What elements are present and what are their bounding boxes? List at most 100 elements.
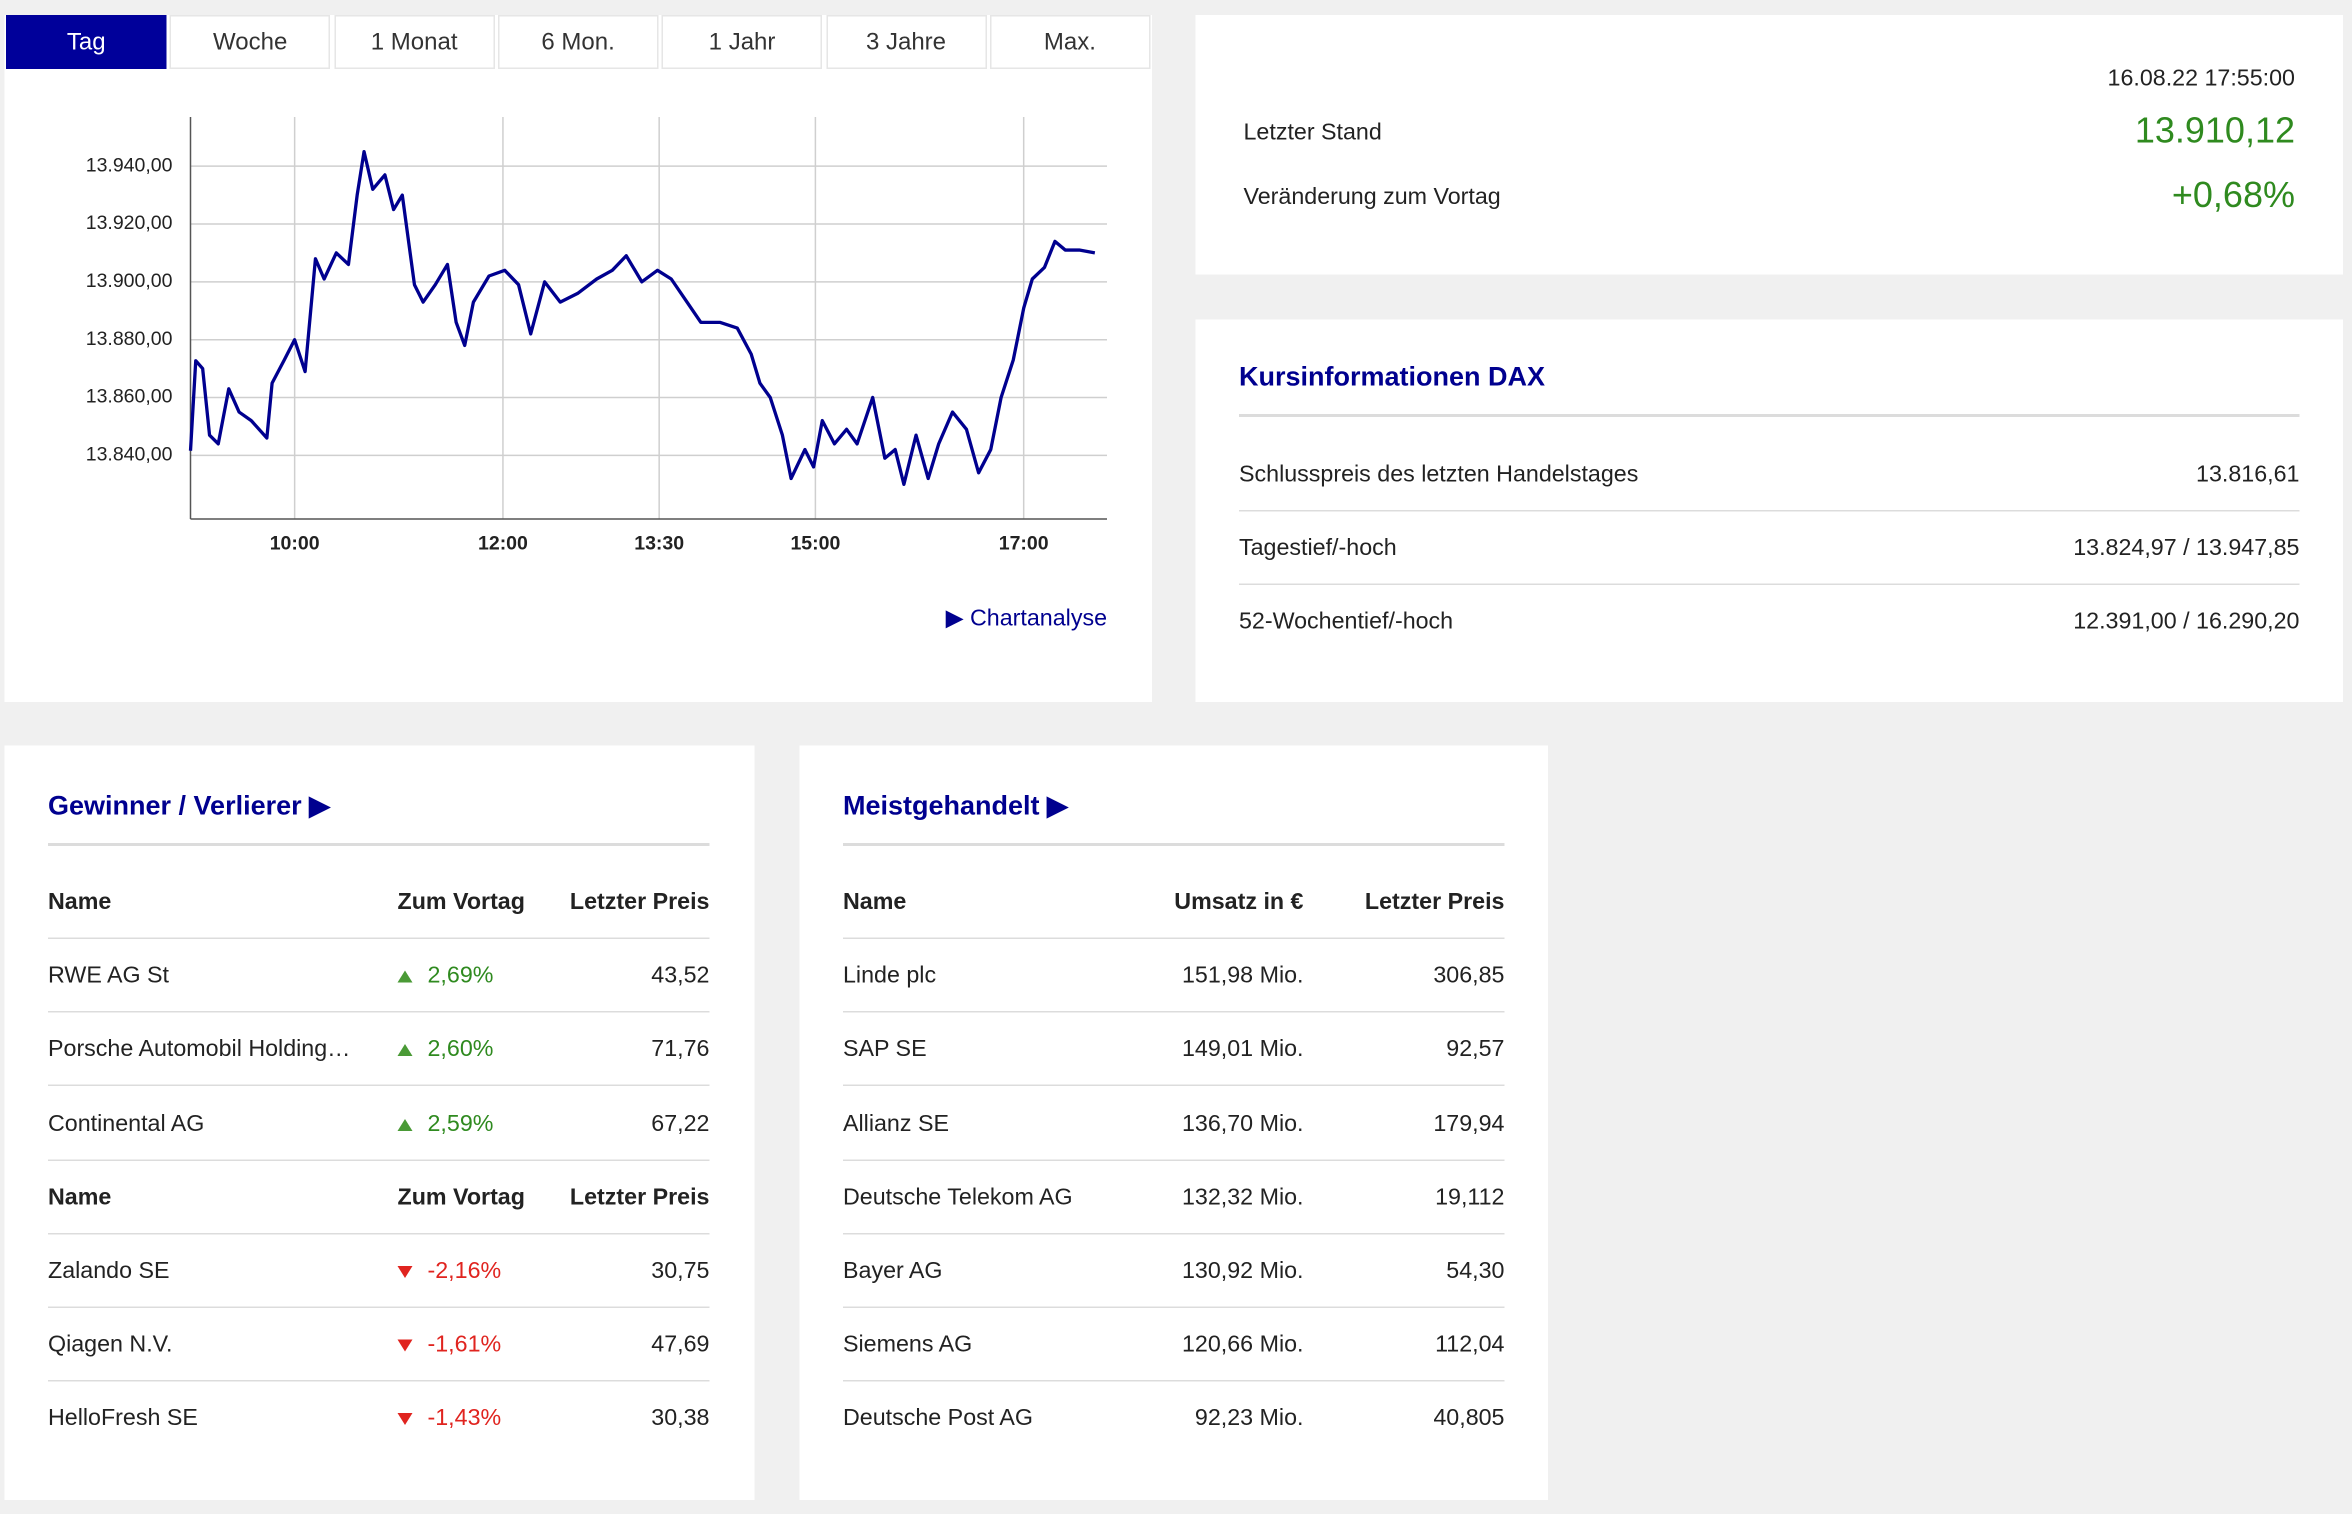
stock-name: Zalando SE [48, 1258, 170, 1285]
table-row: Linde plc 151,98 Mio. 306,85 [843, 939, 1505, 1013]
price: 71,76 [651, 1037, 710, 1063]
table-header: Name Zum Vortag Letzter Preis [48, 1161, 710, 1235]
change-value: 2,59% [427, 1110, 494, 1137]
chart-panel [4, 15, 1152, 702]
col-change: Zum Vortag [397, 889, 525, 916]
col-price: Letzter Preis [569, 889, 710, 916]
price: 30,38 [651, 1406, 710, 1432]
col-volume: Umsatz in € [1174, 889, 1304, 916]
y-tick-label: 13.920,00 [86, 212, 173, 234]
tab[interactable]: 6 Mon. [497, 15, 659, 69]
table-header: Name Umsatz in € Letzter Preis [843, 866, 1505, 939]
tab[interactable]: 1 Jahr [661, 15, 823, 69]
col-price: Letzter Preis [1364, 889, 1505, 916]
link-arrow: ▶ [945, 606, 971, 632]
direction-icon [397, 970, 413, 983]
table-row: Continental AG 2,59% 67,22 [48, 1087, 710, 1161]
x-tick-label: 12:00 [478, 533, 528, 555]
title-text[interactable]: Meistgehandelt [843, 790, 1040, 821]
direction-icon [397, 1118, 413, 1131]
col-name: Name [843, 889, 907, 916]
link-text[interactable]: Chartanalyse [970, 606, 1107, 632]
price: 179,94 [1433, 1110, 1505, 1137]
chart-link[interactable]: ▶ Chartanalyse [946, 605, 1107, 634]
stock-name: Linde plc [843, 963, 937, 989]
change-cell: 2,59% [397, 1087, 494, 1161]
section-title[interactable]: Meistgehandelt ▶ [843, 791, 1068, 823]
info-row: 52-Wochentief/-hoch 12.391,00 / 16.290,20 [1239, 585, 2300, 659]
price: 43,52 [651, 963, 710, 989]
stock-name: HelloFresh SE [48, 1406, 198, 1432]
volume: 151,98 Mio. [1182, 963, 1304, 989]
stock-name: Deutsche Post AG [843, 1406, 1033, 1432]
change-value: -2,16% [427, 1258, 502, 1285]
info-label: Tagestief/-hoch [1239, 535, 1397, 562]
price-line [188, 149, 1096, 486]
info-value: 13.816,61 [2196, 462, 2300, 488]
stock-name: Qiagen N.V. [48, 1332, 173, 1358]
volume: 149,01 Mio. [1182, 1037, 1304, 1063]
title-text[interactable]: Gewinner / Verlierer [48, 790, 302, 821]
price: 92,57 [1446, 1037, 1505, 1063]
volume: 92,23 Mio. [1194, 1406, 1304, 1432]
volume: 136,70 Mio. [1182, 1110, 1304, 1137]
timestamp: 16.08.22 17:55:00 [2107, 66, 2295, 92]
col-price: Letzter Preis [569, 1184, 710, 1211]
x-tick-label: 13:30 [634, 533, 684, 555]
most-traded-panel [799, 745, 1548, 1500]
title-arrow: ▶ [1039, 790, 1068, 821]
stock-name: SAP SE [843, 1037, 927, 1063]
direction-icon [397, 1265, 413, 1278]
quote-panel [1195, 15, 2343, 275]
gainers-panel [4, 745, 755, 1500]
table-row: RWE AG St 2,69% 43,52 [48, 939, 710, 1013]
price: 47,69 [651, 1332, 710, 1358]
table-row: SAP SE 149,01 Mio. 92,57 [843, 1013, 1505, 1087]
stock-name: RWE AG St [48, 963, 170, 989]
stock-name: Deutsche Telekom AG [843, 1184, 1073, 1211]
title-arrow: ▶ [301, 790, 330, 821]
table-row: HelloFresh SE -1,43% 30,38 [48, 1382, 710, 1456]
tab[interactable]: Woche [169, 15, 331, 69]
volume: 130,92 Mio. [1182, 1258, 1304, 1285]
table-header: Name Zum Vortag Letzter Preis [48, 866, 710, 939]
change-cell: -1,61% [397, 1308, 501, 1382]
y-tick-label: 13.940,00 [86, 154, 173, 176]
change-value: 2,69% [427, 963, 494, 989]
volume: 120,66 Mio. [1182, 1332, 1304, 1358]
direction-icon [397, 1044, 413, 1057]
info-row: Schlusspreis des letzten Handelstages 13.… [1239, 438, 2300, 512]
tab[interactable]: 1 Monat [333, 15, 495, 69]
direction-icon [397, 1339, 413, 1352]
table-row: Siemens AG 120,66 Mio. 112,04 [843, 1308, 1505, 1382]
x-tick-label: 17:00 [999, 533, 1049, 555]
y-tick-label: 13.860,00 [86, 386, 173, 408]
tab[interactable]: Tag [6, 15, 167, 69]
title-rule [1239, 414, 2300, 417]
info-label: Schlusspreis des letzten Handelstages [1239, 462, 1639, 488]
tab[interactable]: Max. [989, 15, 1151, 69]
stock-name: Bayer AG [843, 1258, 943, 1285]
table-row: Deutsche Telekom AG 132,32 Mio. 19,112 [843, 1161, 1505, 1235]
quote-label: Veränderung zum Vortag [1243, 184, 1501, 211]
tab[interactable]: 3 Jahre [825, 15, 987, 69]
table-row: Porsche Automobil Holding… 2,60% 71,76 [48, 1013, 710, 1087]
section-title[interactable]: Gewinner / Verlierer ▶ [48, 791, 330, 823]
col-name: Name [48, 889, 112, 916]
table-row: Allianz SE 136,70 Mio. 179,94 [843, 1087, 1505, 1161]
price: 30,75 [651, 1258, 710, 1285]
price: 306,85 [1433, 963, 1505, 989]
price: 19,112 [1435, 1184, 1505, 1211]
table-row: Bayer AG 130,92 Mio. 54,30 [843, 1235, 1505, 1308]
stock-name: Siemens AG [843, 1332, 973, 1358]
table-row: Deutsche Post AG 92,23 Mio. 40,805 [843, 1382, 1505, 1456]
info-row: Tagestief/-hoch 13.824,97 / 13.947,85 [1239, 512, 2300, 585]
change-cell: 2,60% [397, 1013, 493, 1087]
direction-icon [397, 1413, 413, 1426]
title-rule [843, 843, 1505, 846]
price: 54,30 [1446, 1258, 1505, 1285]
volume: 132,32 Mio. [1182, 1184, 1304, 1211]
quote-value: 13.910,12 [2134, 111, 2295, 152]
